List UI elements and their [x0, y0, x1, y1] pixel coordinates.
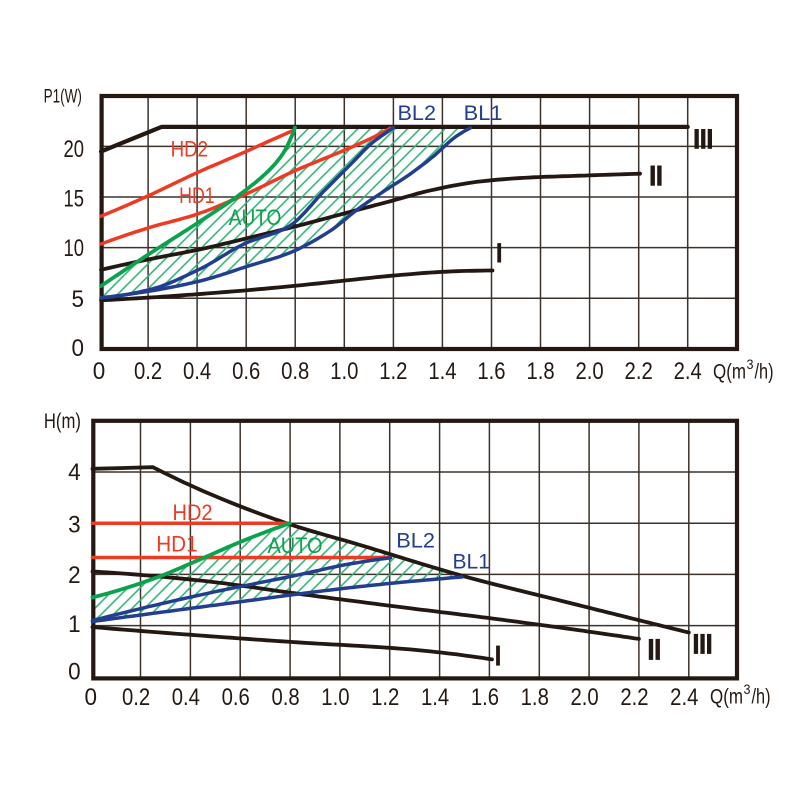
svg-text:1: 1	[68, 611, 81, 638]
svg-text:5: 5	[72, 286, 85, 313]
svg-text:1.4: 1.4	[421, 684, 449, 711]
svg-text:0: 0	[68, 659, 81, 686]
svg-text:P1(W): P1(W)	[44, 86, 82, 107]
svg-text:2: 2	[68, 562, 81, 589]
svg-text:15: 15	[64, 186, 85, 213]
svg-text:Q(m: Q(m	[710, 686, 743, 709]
svg-text:Q(m: Q(m	[713, 360, 746, 383]
svg-text:0: 0	[84, 684, 97, 711]
svg-text:20: 20	[64, 136, 85, 163]
svg-text:1.0: 1.0	[321, 684, 349, 711]
svg-text:0.8: 0.8	[281, 358, 309, 385]
svg-text:0.2: 0.2	[122, 684, 150, 711]
svg-text:3: 3	[68, 511, 81, 538]
svg-text:2.4: 2.4	[670, 684, 698, 711]
svg-text:BL2: BL2	[396, 529, 435, 552]
svg-text:1.8: 1.8	[526, 358, 554, 385]
svg-text:BL2: BL2	[398, 102, 437, 125]
svg-text:0.8: 0.8	[271, 684, 299, 711]
svg-text:BL1: BL1	[453, 551, 491, 574]
svg-text:1.0: 1.0	[330, 358, 358, 385]
svg-text:1.6: 1.6	[477, 358, 505, 385]
svg-text:0.2: 0.2	[134, 358, 162, 385]
svg-text:0: 0	[72, 335, 85, 362]
svg-text:AUTO: AUTO	[229, 205, 281, 230]
svg-text:3: 3	[747, 357, 754, 372]
svg-text:HD1: HD1	[179, 183, 215, 208]
svg-text:1.2: 1.2	[379, 358, 407, 385]
svg-text:2.4: 2.4	[674, 358, 702, 385]
svg-text:0: 0	[93, 358, 106, 385]
svg-text:AUTO: AUTO	[268, 533, 323, 558]
svg-text:0.6: 0.6	[222, 684, 250, 711]
svg-text:0.4: 0.4	[183, 358, 211, 385]
svg-text:10: 10	[64, 235, 85, 262]
svg-text:2.0: 2.0	[571, 684, 599, 711]
svg-text:0.6: 0.6	[232, 358, 260, 385]
svg-text:1.8: 1.8	[521, 684, 549, 711]
svg-text:H(m): H(m)	[44, 410, 81, 433]
svg-text:/h): /h)	[755, 360, 774, 383]
svg-text:0.4: 0.4	[172, 684, 200, 711]
svg-text:4: 4	[68, 459, 81, 486]
svg-text:2.2: 2.2	[625, 358, 653, 385]
svg-text:3: 3	[744, 682, 751, 697]
svg-text:2.0: 2.0	[576, 358, 604, 385]
svg-text:BL1: BL1	[464, 102, 503, 125]
svg-text:HD2: HD2	[171, 136, 209, 161]
svg-text:1.4: 1.4	[428, 358, 456, 385]
svg-text:1.6: 1.6	[471, 684, 499, 711]
svg-text:HD1: HD1	[156, 531, 197, 556]
svg-text:2.2: 2.2	[620, 684, 648, 711]
svg-text:1.2: 1.2	[371, 684, 399, 711]
svg-text:HD2: HD2	[173, 500, 213, 525]
svg-text:/h): /h)	[752, 686, 771, 709]
